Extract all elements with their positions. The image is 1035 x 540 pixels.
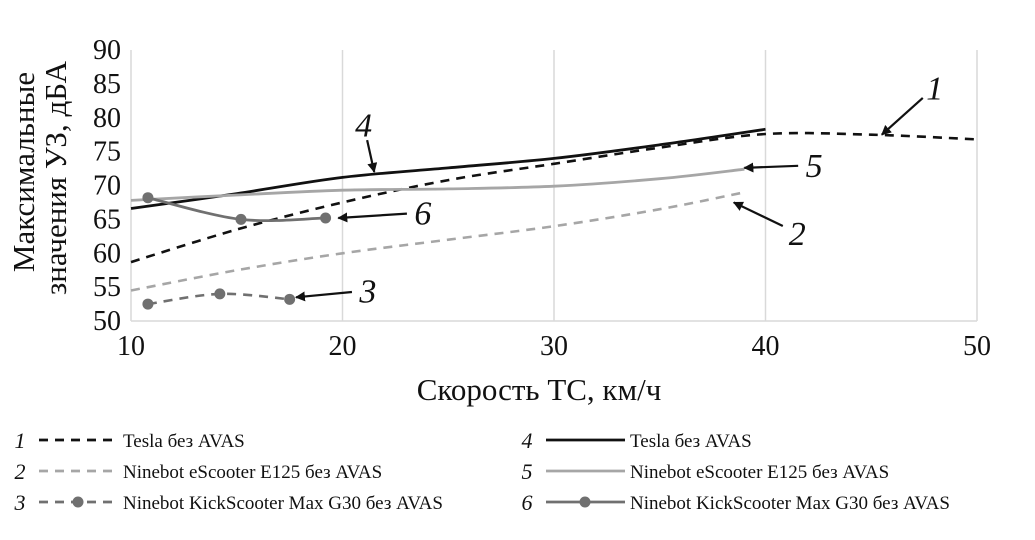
legend-label: Ninebot eScooter E125 без AVAS (123, 462, 382, 483)
callout-arrow-5 (743, 162, 799, 173)
legend-item-3: 3 Ninebot KickScooter Max G30 без AVAS (14, 490, 443, 515)
series-2 (130, 191, 745, 292)
legend-item-4: 4 Tesla без AVAS (522, 428, 752, 453)
series-point-3 (284, 293, 296, 305)
legend-number: 6 (522, 490, 533, 515)
series-3 (142, 288, 296, 310)
series-1 (130, 131, 978, 264)
series (130, 127, 978, 310)
legend-item-5: 5 Ninebot eScooter E125 без AVAS (522, 459, 890, 484)
legend-item-6: 6 Ninebot KickScooter Max G30 без AVAS (522, 490, 950, 515)
x-axis-title: Скорость ТС, км/ч (417, 372, 662, 407)
x-tick-label: 20 (329, 331, 357, 362)
y-tick-label: 55 (93, 272, 121, 303)
series-line-2 (130, 191, 745, 292)
series-point-6 (142, 192, 154, 204)
series-5 (130, 167, 745, 202)
legend-number: 4 (522, 428, 533, 453)
legend-label: Ninebot KickScooter Max G30 без AVAS (630, 493, 950, 514)
y-tick-label: 80 (93, 103, 121, 134)
series-point-6 (235, 213, 247, 225)
legend-number: 1 (15, 428, 26, 453)
series-point-3 (142, 298, 154, 310)
x-tick-label: 10 (117, 331, 145, 362)
x-tick-label: 40 (752, 331, 780, 362)
callout-label-2: 2 (789, 216, 806, 253)
y-axis-title-line-2: значения УЗ, дБА (38, 60, 73, 295)
legend-number: 3 (14, 490, 26, 515)
y-tick-label: 65 (93, 204, 121, 235)
legend-number: 5 (522, 459, 533, 484)
x-tick-label: 30 (540, 331, 568, 362)
callout-arrow-4 (366, 139, 378, 173)
legend-label: Ninebot eScooter E125 без AVAS (630, 462, 889, 483)
legend-item-2: 2 Ninebot eScooter E125 без AVAS (15, 459, 383, 484)
grid (341, 50, 978, 321)
legend-label: Tesla без AVAS (630, 431, 752, 452)
callout-label-6: 6 (414, 196, 431, 233)
legend: 1 Tesla без AVAS 2 Ninebot eScooter E125 бе… (14, 428, 950, 515)
callouts: 1 2 3 4 5 6 (294, 70, 943, 311)
callout-arrow-2 (732, 201, 784, 227)
callout-label-5: 5 (806, 148, 823, 185)
callout-label-4: 4 (355, 108, 372, 145)
callout-label-3: 3 (358, 274, 376, 311)
legend-marker-sample (72, 496, 84, 508)
legend-label: Tesla без AVAS (123, 431, 245, 452)
y-tick-label: 90 (93, 35, 121, 66)
callout-arrow-3 (294, 290, 353, 302)
series-line-1 (130, 131, 978, 264)
series-point-6 (320, 212, 332, 224)
y-tick-label: 70 (93, 171, 121, 202)
y-axis-title: Максимальные значения УЗ, дБА (6, 60, 73, 295)
series-6 (142, 192, 332, 225)
legend-label: Ninebot KickScooter Max G30 без AVAS (123, 493, 443, 514)
callout-label-1: 1 (926, 70, 943, 107)
series-point-3 (214, 288, 226, 300)
y-tick-label: 75 (93, 137, 121, 168)
y-axis-title-line-1: Максимальные (6, 72, 41, 272)
legend-number: 2 (15, 459, 26, 484)
callout-arrow-1 (881, 97, 924, 136)
callout-arrow-6 (337, 212, 407, 223)
y-tick-label: 50 (93, 306, 121, 337)
y-tick-label: 85 (93, 69, 121, 100)
x-tick-label: 50 (963, 331, 991, 362)
legend-item-1: 1 Tesla без AVAS (15, 428, 245, 453)
y-tick-label: 60 (93, 238, 121, 269)
series-line-5 (130, 167, 745, 202)
legend-marker-sample (579, 496, 591, 508)
